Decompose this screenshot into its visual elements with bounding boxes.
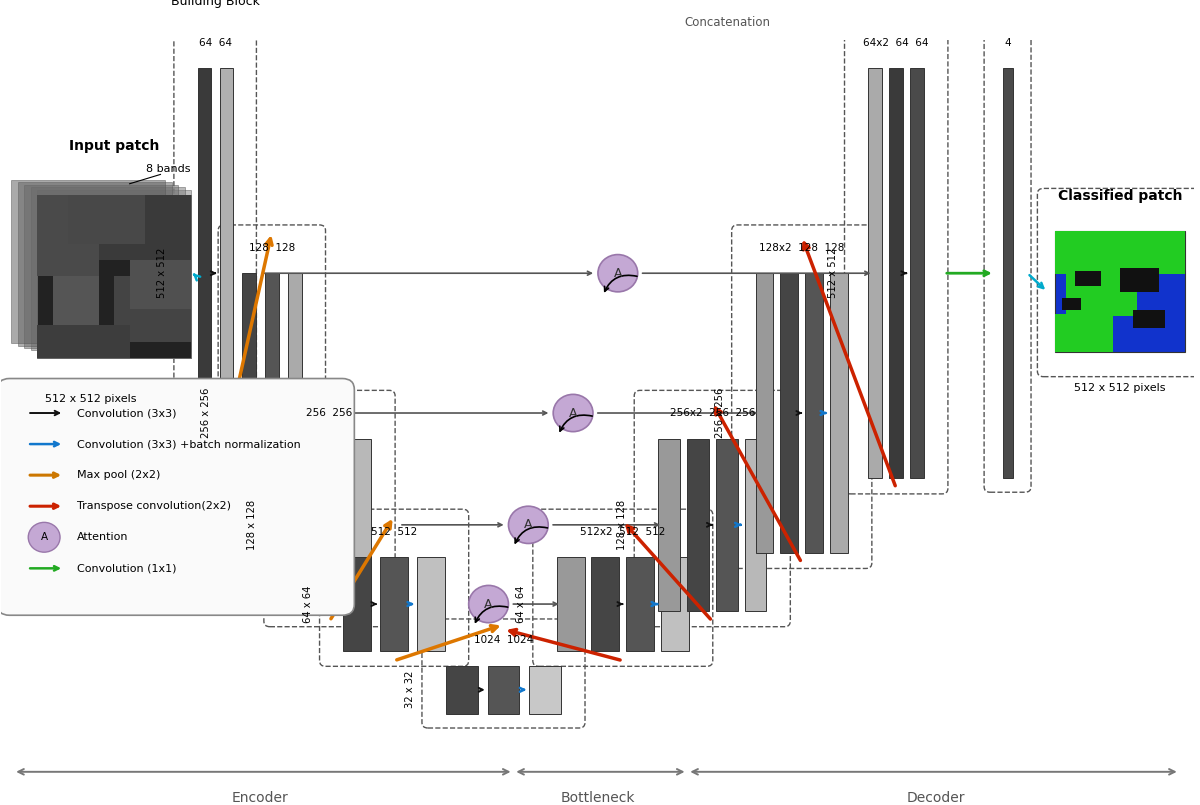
Bar [446, 666, 478, 714]
Text: 256  256: 256 256 [306, 408, 353, 419]
Bar [220, 68, 233, 478]
Bar [626, 558, 654, 650]
Text: 256x2  256  256: 256x2 256 256 [670, 408, 755, 419]
Bar [114, 276, 191, 341]
Circle shape [509, 506, 548, 543]
Bar [18, 183, 172, 345]
Bar [265, 273, 278, 553]
Text: 512 x 512 pixels: 512 x 512 pixels [1074, 383, 1165, 393]
Bar [349, 439, 371, 611]
Text: Input patch: Input patch [70, 139, 160, 154]
Bar [592, 558, 619, 650]
Circle shape [553, 394, 593, 431]
Text: 512  512: 512 512 [371, 527, 418, 537]
Text: 32 x 32: 32 x 32 [406, 671, 415, 708]
Circle shape [29, 522, 60, 552]
Bar [31, 188, 185, 350]
Bar [1075, 271, 1100, 286]
Text: 128 x 128: 128 x 128 [617, 500, 628, 550]
Bar [98, 195, 191, 260]
Bar [343, 558, 371, 650]
Bar [1055, 231, 1184, 353]
Bar [744, 439, 767, 611]
Circle shape [469, 585, 509, 623]
FancyBboxPatch shape [0, 378, 354, 615]
Bar [715, 439, 738, 611]
Text: Convolution (3x3) +batch normalization: Convolution (3x3) +batch normalization [77, 439, 301, 449]
Text: A: A [613, 266, 622, 279]
Text: Decoder: Decoder [907, 791, 965, 805]
Bar [380, 558, 408, 650]
Bar [1055, 314, 1114, 353]
Bar [198, 68, 211, 478]
Text: 64 x 64: 64 x 64 [516, 585, 526, 623]
Bar [557, 558, 584, 650]
Text: Encoder: Encoder [232, 791, 288, 805]
Bar [686, 439, 709, 611]
Text: 512 x 512 pixels: 512 x 512 pixels [46, 394, 137, 404]
Text: A: A [41, 532, 48, 543]
Text: 128x2  128  128: 128x2 128 128 [760, 243, 845, 253]
Text: A: A [485, 597, 493, 610]
Bar [288, 273, 301, 553]
Text: Classified patch: Classified patch [1057, 189, 1182, 203]
Bar [756, 273, 774, 553]
Bar [487, 666, 520, 714]
Text: 128  128: 128 128 [248, 243, 295, 253]
Text: Convolution (1x1): Convolution (1x1) [77, 564, 176, 573]
Bar [869, 68, 882, 478]
Bar [53, 276, 98, 325]
Text: Transpose convolution(2x2): Transpose convolution(2x2) [77, 502, 230, 511]
Text: 256 x 256: 256 x 256 [202, 388, 211, 438]
Bar [1002, 68, 1013, 478]
Text: Concatenation: Concatenation [684, 16, 770, 29]
Text: 1024  1024: 1024 1024 [474, 635, 533, 646]
Bar [11, 180, 166, 343]
Bar [1120, 267, 1159, 292]
Bar [805, 273, 823, 553]
Text: 512x2  512  512: 512x2 512 512 [580, 527, 666, 537]
Text: Convolution (3x3): Convolution (3x3) [77, 408, 176, 418]
Bar [242, 273, 256, 553]
Text: 256 x 256: 256 x 256 [715, 388, 725, 438]
Bar [68, 195, 145, 244]
Bar [24, 185, 179, 348]
Text: Attention: Attention [77, 532, 128, 543]
Text: 128 x 128: 128 x 128 [247, 500, 257, 550]
Text: 512 x 512: 512 x 512 [157, 248, 167, 299]
Text: 8 bands: 8 bands [146, 164, 191, 174]
Text: 64 x 64: 64 x 64 [302, 585, 313, 623]
Circle shape [598, 254, 637, 292]
Bar [37, 325, 130, 358]
Bar [37, 190, 191, 353]
Text: Bottleneck: Bottleneck [560, 791, 635, 805]
Bar [1066, 270, 1136, 316]
Bar [416, 558, 445, 650]
Bar [529, 666, 562, 714]
Bar [318, 439, 341, 611]
Text: Building Block: Building Block [170, 0, 259, 7]
Text: 4: 4 [1004, 38, 1010, 48]
Text: A: A [524, 518, 533, 531]
Bar [1062, 298, 1081, 310]
Bar [661, 558, 689, 650]
Bar [288, 439, 310, 611]
Text: A: A [569, 407, 577, 419]
Bar [1055, 231, 1184, 274]
Bar [658, 439, 680, 611]
Text: 64  64: 64 64 [199, 38, 232, 48]
Bar [37, 195, 191, 358]
Text: 64x2  64  64: 64x2 64 64 [864, 38, 929, 48]
Text: 512 x 512: 512 x 512 [828, 248, 838, 299]
Bar [910, 68, 924, 478]
Text: Max pool (2x2): Max pool (2x2) [77, 470, 161, 480]
Bar [889, 68, 904, 478]
Bar [130, 260, 191, 309]
Bar [1133, 310, 1165, 328]
Bar [37, 195, 98, 276]
Bar [830, 273, 848, 553]
Bar [780, 273, 798, 553]
